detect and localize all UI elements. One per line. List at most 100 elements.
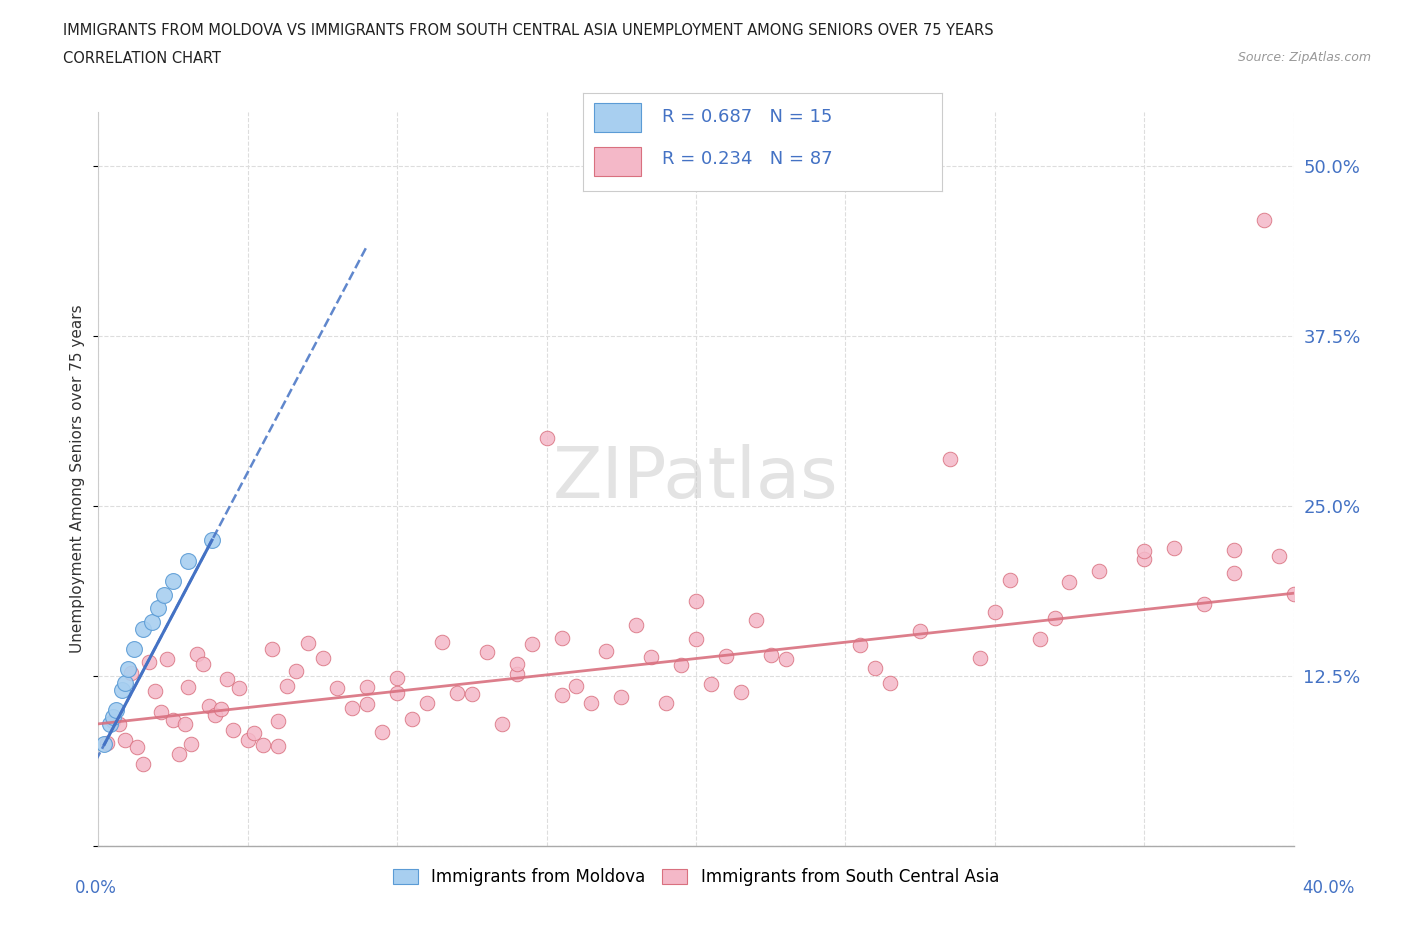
Point: [111, 683, 134, 698]
Point: [204, 708, 226, 723]
Point: [461, 686, 484, 701]
Point: [595, 644, 617, 658]
Point: [105, 703, 128, 718]
Point: [114, 675, 136, 690]
Point: [162, 574, 184, 589]
Point: [626, 618, 648, 632]
Text: R = 0.687   N = 15: R = 0.687 N = 15: [662, 109, 832, 126]
Point: [939, 451, 962, 466]
Point: [267, 713, 290, 728]
Point: [1223, 542, 1246, 557]
Point: [148, 601, 170, 616]
Point: [222, 723, 245, 737]
Point: [998, 573, 1021, 588]
Point: [1088, 564, 1111, 578]
Point: [879, 675, 901, 690]
Point: [491, 716, 513, 731]
Point: [103, 710, 125, 724]
Point: [984, 605, 1007, 620]
Point: [228, 681, 250, 696]
Point: [201, 533, 224, 548]
Point: [167, 747, 190, 762]
Point: [416, 696, 439, 711]
Point: [401, 711, 423, 726]
Point: [93, 737, 115, 751]
Point: [180, 737, 202, 751]
Point: [96, 736, 118, 751]
Text: ZIPatlas: ZIPatlas: [553, 445, 839, 513]
Point: [209, 701, 232, 716]
Point: [1059, 574, 1081, 589]
Text: 0.0%: 0.0%: [75, 879, 117, 897]
Bar: [595, 147, 641, 176]
Point: [565, 679, 588, 694]
Point: [177, 553, 200, 568]
Point: [550, 687, 572, 702]
Point: [385, 671, 409, 685]
Point: [156, 652, 179, 667]
Point: [342, 700, 364, 715]
Point: [138, 655, 160, 670]
Point: [297, 635, 319, 650]
Point: [98, 716, 122, 731]
Text: IMMIGRANTS FROM MOLDOVA VS IMMIGRANTS FROM SOUTH CENTRAL ASIA UNEMPLOYMENT AMONG: IMMIGRANTS FROM MOLDOVA VS IMMIGRANTS FR…: [63, 23, 994, 38]
Point: [132, 621, 155, 636]
Point: [153, 587, 176, 602]
Point: [1043, 610, 1066, 625]
Point: [150, 704, 173, 719]
Point: [745, 613, 768, 628]
Point: [186, 646, 208, 661]
Point: [356, 679, 378, 694]
Point: [849, 638, 872, 653]
Point: [132, 757, 155, 772]
Text: Source: ZipAtlas.com: Source: ZipAtlas.com: [1237, 51, 1371, 64]
Text: CORRELATION CHART: CORRELATION CHART: [63, 51, 221, 66]
Point: [198, 698, 221, 713]
Text: R = 0.234   N = 87: R = 0.234 N = 87: [662, 151, 832, 168]
Point: [1267, 549, 1289, 564]
Point: [759, 648, 782, 663]
Point: [252, 737, 274, 752]
Point: [162, 713, 184, 728]
Point: [685, 631, 707, 646]
Point: [446, 685, 468, 700]
Point: [640, 649, 662, 664]
Point: [117, 662, 139, 677]
Bar: [595, 103, 641, 132]
Point: [775, 652, 797, 667]
Point: [865, 660, 887, 675]
Point: [267, 738, 290, 753]
Y-axis label: Unemployment Among Seniors over 75 years: Unemployment Among Seniors over 75 years: [70, 305, 86, 653]
Point: [356, 697, 378, 711]
Point: [371, 724, 394, 739]
Point: [284, 664, 307, 679]
Point: [506, 667, 529, 682]
Point: [141, 615, 163, 630]
Text: 40.0%: 40.0%: [1302, 879, 1355, 897]
Point: [385, 685, 409, 700]
Point: [714, 649, 737, 664]
Point: [610, 689, 633, 704]
Point: [260, 642, 283, 657]
Point: [1133, 544, 1156, 559]
Point: [127, 739, 149, 754]
Point: [730, 684, 752, 699]
Point: [669, 658, 692, 672]
Point: [1133, 551, 1156, 566]
Point: [215, 671, 238, 686]
Point: [1282, 586, 1305, 601]
Point: [114, 733, 136, 748]
Point: [1163, 540, 1185, 555]
Point: [908, 623, 931, 638]
Point: [506, 657, 529, 671]
Point: [177, 679, 200, 694]
Point: [581, 696, 603, 711]
Point: [475, 644, 498, 659]
Point: [1223, 565, 1246, 580]
Point: [191, 657, 214, 671]
Point: [143, 684, 166, 698]
Point: [103, 713, 125, 728]
Point: [520, 637, 543, 652]
Point: [108, 717, 131, 732]
Point: [550, 631, 572, 645]
